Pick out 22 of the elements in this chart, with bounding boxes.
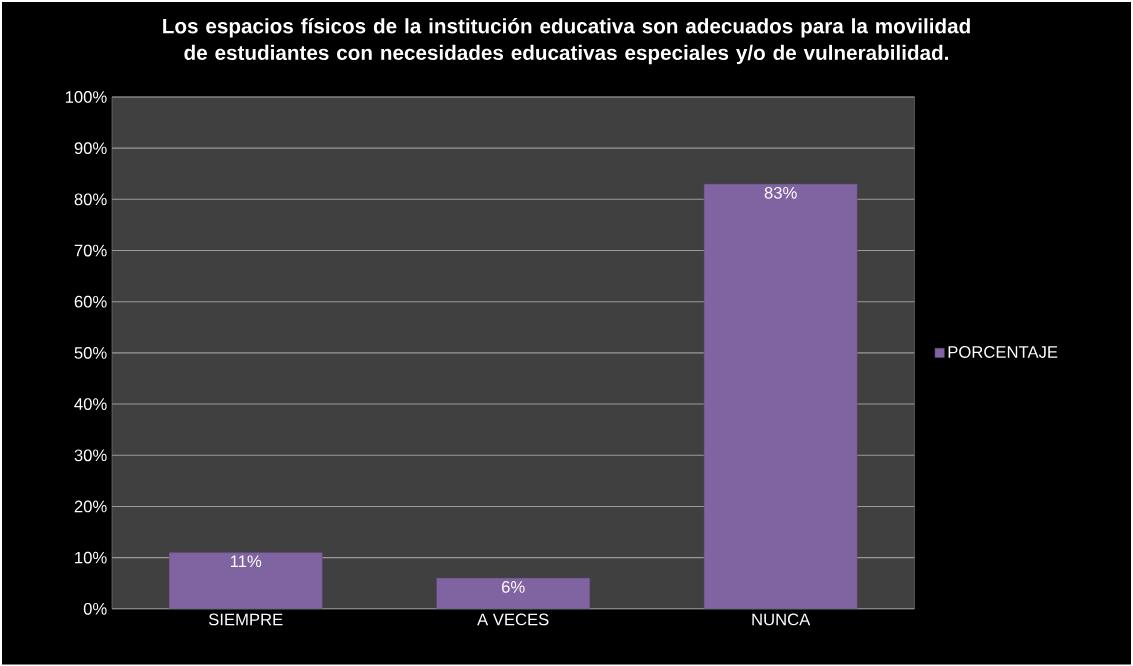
y-tick-label: 50% xyxy=(74,346,107,359)
data-label: 11% xyxy=(230,555,262,567)
x-tick-label: NUNCA xyxy=(752,613,811,626)
bar xyxy=(168,552,323,609)
data-label: 6% xyxy=(501,580,525,593)
y-tick-label: 10% xyxy=(75,551,107,564)
y-tick-label: 0% xyxy=(83,602,107,615)
y-tick-label: 30% xyxy=(74,449,107,461)
y-tick-label: 100% xyxy=(65,90,107,103)
y-tick-label: 90% xyxy=(74,142,107,154)
y-tick-label: 40% xyxy=(74,397,107,410)
y-tick-label: 20% xyxy=(74,500,107,513)
x-tick-label: SIEMPRE xyxy=(208,613,283,626)
legend-label: PORCENTAJE xyxy=(948,345,1058,358)
bar xyxy=(703,183,858,609)
y-tick-label: 60% xyxy=(74,295,107,308)
y-tick-label: 80% xyxy=(74,193,107,205)
chart-title: Los espacios físicos de la institución educativa son adecuados para la movilidad de estudiantes con necesidades educativas especiales y/o de vulnerabilidad. xyxy=(163,17,970,64)
bar xyxy=(436,577,591,609)
data-label: 83% xyxy=(764,186,797,199)
y-tick-label: 70% xyxy=(74,244,107,257)
x-tick-label: A VECES xyxy=(477,613,549,626)
